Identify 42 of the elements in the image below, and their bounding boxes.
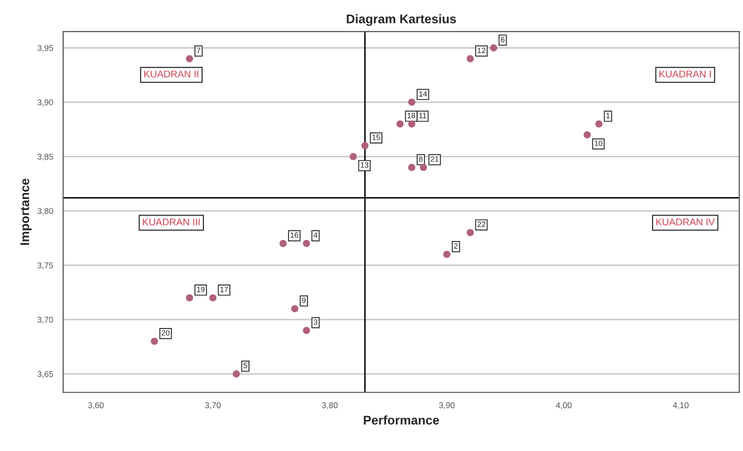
point: [302, 240, 310, 248]
point: [584, 131, 591, 138]
chart-title: Diagram Kartesius: [346, 14, 456, 26]
y-tick-label: 3,75: [38, 262, 54, 270]
y-tick-label: 3,80: [38, 208, 54, 215]
point: [209, 294, 216, 302]
y-tick-label: 3,70: [38, 316, 54, 324]
point: [466, 229, 474, 236]
y-tick-label: 3,90: [38, 99, 54, 106]
x-tick-label: 3,90: [439, 402, 455, 410]
point: [186, 294, 194, 302]
x-tick-label: 4,00: [556, 402, 572, 410]
x-axis-title: Performance: [364, 415, 440, 425]
point: [232, 370, 240, 378]
annotation: KUADRAN II: [144, 70, 198, 78]
point: [490, 44, 498, 52]
point: [595, 120, 603, 128]
point: [396, 120, 404, 128]
point: [408, 98, 416, 106]
point: [466, 55, 474, 62]
annotation: KUADRAN III: [142, 218, 200, 226]
point: [408, 120, 416, 128]
annotation: KUADRAN IV: [656, 218, 715, 226]
point: [361, 142, 369, 150]
point: [291, 305, 298, 312]
y-tick-label: 3,85: [38, 154, 54, 161]
point: [408, 164, 416, 172]
y-tick-label: 3,95: [38, 45, 54, 52]
point: [279, 240, 287, 248]
x-tick-label: 3,60: [88, 402, 104, 410]
x-tick-label: 3,80: [322, 402, 338, 410]
y-axis-title: Importance: [20, 178, 32, 245]
point: [443, 250, 450, 258]
annotation: KUADRAN I: [660, 70, 711, 78]
x-tick-label: 3,70: [205, 402, 221, 410]
point: [350, 152, 357, 160]
point: [302, 326, 310, 334]
point: [420, 164, 428, 172]
point: [186, 55, 194, 62]
point: [150, 338, 158, 345]
x-tick-label: 4,10: [672, 402, 689, 410]
y-tick-label: 3,65: [38, 371, 54, 378]
